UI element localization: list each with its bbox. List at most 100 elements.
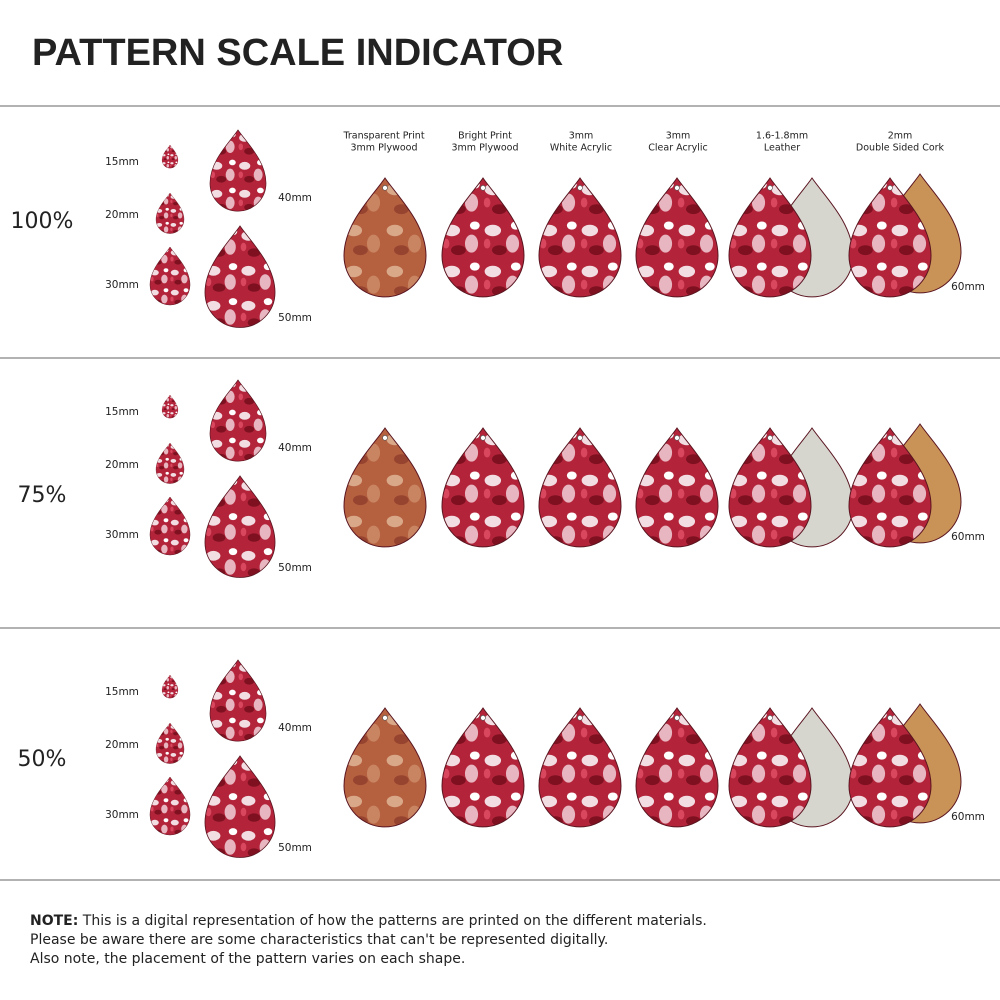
teardrop-shape: [204, 225, 276, 328]
hang-hole: [887, 715, 893, 721]
hang-hole: [887, 435, 893, 441]
teardrop: [155, 442, 185, 484]
size-label: 60mm: [951, 811, 985, 823]
hang-hole: [480, 185, 486, 191]
teardrop: [728, 177, 812, 298]
dividers: [0, 105, 1000, 881]
note: NOTE: This is a digital representation o…: [30, 912, 970, 969]
size-label: 20mm: [105, 209, 139, 221]
material-name: 1.6-1.8mm: [756, 131, 808, 142]
material-name: 3mm: [569, 131, 594, 142]
size-label: 60mm: [951, 281, 985, 293]
teardrop: [848, 427, 932, 548]
teardrop-shape: [209, 129, 267, 212]
teardrop: [155, 192, 185, 234]
teardrop: [343, 707, 427, 828]
hang-hole: [767, 715, 773, 721]
teardrop-shape: [441, 177, 525, 298]
material-name: Transparent Print: [342, 131, 424, 142]
hang-hole: [480, 715, 486, 721]
teardrop: [538, 707, 622, 828]
teardrop-shape: [343, 427, 427, 548]
teardrop: [209, 129, 267, 212]
size-label: 20mm: [105, 459, 139, 471]
teardrop-shape: [441, 707, 525, 828]
teardrop-shape: [209, 659, 267, 742]
size-label: 40mm: [278, 442, 312, 454]
material-name: Double Sided Cork: [856, 143, 945, 154]
teardrop-shape: [155, 722, 185, 764]
material-name: 3mm Plywood: [351, 143, 418, 154]
title: PATTERN SCALE INDICATOR: [32, 32, 563, 74]
teardrop: [149, 776, 191, 836]
size-label: 50mm: [278, 562, 312, 574]
teardrop: [343, 177, 427, 298]
material-name: 3mm Plywood: [452, 143, 519, 154]
material-name: Leather: [764, 143, 800, 154]
teardrop: [728, 707, 812, 828]
scale-label: 75%: [18, 483, 67, 508]
teardrop: [204, 475, 276, 578]
size-label: 50mm: [278, 842, 312, 854]
teardrop: [441, 427, 525, 548]
teardrop: [204, 755, 276, 858]
teardrop-shape: [635, 177, 719, 298]
teardrop: [204, 225, 276, 328]
teardrop: [441, 707, 525, 828]
teardrop: [161, 394, 179, 419]
teardrop: [343, 427, 427, 548]
hang-hole: [577, 185, 583, 191]
hang-hole: [887, 185, 893, 191]
teardrop-shape: [343, 707, 427, 828]
teardrop-shape: [204, 755, 276, 858]
size-label: 60mm: [951, 531, 985, 543]
size-label: 15mm: [105, 686, 139, 698]
hang-hole: [480, 435, 486, 441]
teardrop: [209, 659, 267, 742]
teardrop-shape: [538, 177, 622, 298]
scale-label: 100%: [11, 209, 74, 234]
teardrop: [161, 144, 179, 169]
teardrop: [441, 177, 525, 298]
teardrop-shape: [155, 442, 185, 484]
material-name: White Acrylic: [550, 143, 612, 154]
teardrop: [209, 379, 267, 462]
note-line: NOTE: This is a digital representation o…: [30, 912, 970, 931]
size-label: 15mm: [105, 156, 139, 168]
teardrop-shape: [538, 427, 622, 548]
teardrop-shape: [155, 192, 185, 234]
hang-hole: [767, 435, 773, 441]
teardrop: [538, 177, 622, 298]
teardrop: [635, 707, 719, 828]
hang-hole: [577, 435, 583, 441]
material-name: Bright Print: [458, 131, 512, 142]
teardrop: [538, 427, 622, 548]
hang-hole: [674, 435, 680, 441]
teardrop-shape: [161, 394, 179, 419]
teardrop-shape: [149, 776, 191, 836]
teardrop-shape: [161, 144, 179, 169]
material-name: Clear Acrylic: [648, 143, 707, 154]
note-text: This is a digital representation of how …: [82, 913, 707, 929]
size-label: 30mm: [105, 809, 139, 821]
teardrop-shape: [204, 475, 276, 578]
hang-hole: [577, 715, 583, 721]
material-name: 3mm: [666, 131, 691, 142]
teardrop-shape: [149, 496, 191, 556]
teardrop-shape: [209, 379, 267, 462]
teardrop-shape: [161, 674, 179, 699]
teardrop: [848, 177, 932, 298]
teardrop-shape: [538, 707, 622, 828]
size-label: 50mm: [278, 312, 312, 324]
teardrop-shape: [149, 246, 191, 306]
scale-label: 50%: [18, 747, 67, 772]
size-label: 30mm: [105, 279, 139, 291]
size-label: 20mm: [105, 739, 139, 751]
teardrop-shape: [635, 707, 719, 828]
hang-hole: [767, 185, 773, 191]
size-label: 40mm: [278, 192, 312, 204]
material-name: 2mm: [888, 131, 913, 142]
teardrop: [155, 722, 185, 764]
